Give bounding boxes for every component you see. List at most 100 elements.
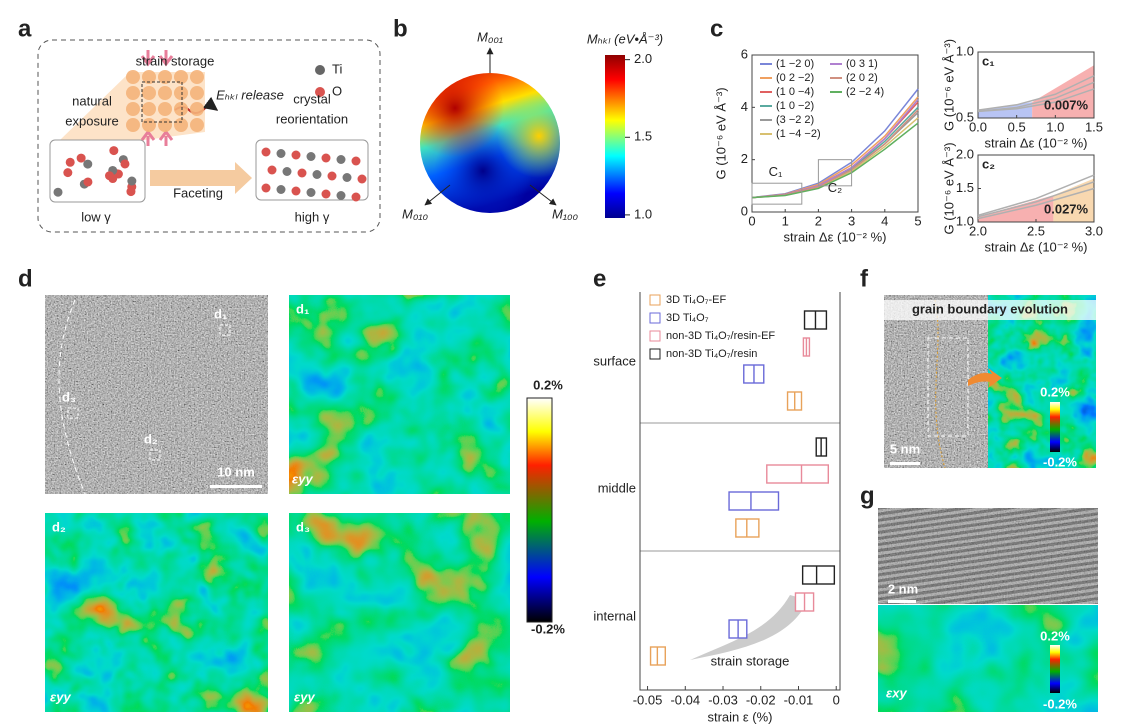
atom xyxy=(142,102,156,116)
tem-noise xyxy=(878,508,1098,604)
label: 0.2% xyxy=(533,377,563,392)
atom xyxy=(190,102,204,116)
category-label: surface xyxy=(593,353,636,368)
y-tick-label: 2 xyxy=(741,151,748,166)
box xyxy=(801,565,836,585)
marker-box xyxy=(67,407,79,419)
label: Ti xyxy=(332,61,342,76)
storage-arrow xyxy=(690,595,808,660)
label: d₃ xyxy=(62,389,76,404)
tick-label: 2.0 xyxy=(634,51,652,66)
label: O xyxy=(332,83,342,98)
series-line xyxy=(751,122,919,199)
zoom-region xyxy=(751,182,803,205)
atom xyxy=(297,168,307,178)
atom xyxy=(174,102,188,116)
series-line xyxy=(977,88,1095,113)
label: εyy xyxy=(294,689,315,704)
atom xyxy=(158,70,172,84)
x-tick-label: 0 xyxy=(748,213,755,228)
shade xyxy=(1032,65,1094,118)
y-tick-label: 2.0 xyxy=(956,146,974,161)
legend-label: (1 −2 0) xyxy=(776,58,814,70)
atom xyxy=(83,177,93,187)
atom xyxy=(120,159,130,169)
atom xyxy=(336,191,346,200)
ti-atom xyxy=(315,65,325,75)
y-tick-label: 0 xyxy=(741,203,748,218)
legend-label: (3 −2 2) xyxy=(776,114,814,126)
label: -0.2% xyxy=(531,621,565,636)
y-tick-label: 6 xyxy=(741,46,748,61)
plot-frame xyxy=(977,51,1095,119)
boundary xyxy=(58,299,86,495)
colorbar xyxy=(605,55,625,218)
atom xyxy=(83,159,93,169)
label: exposure xyxy=(65,113,118,128)
panel-label: f xyxy=(860,265,869,292)
marker-box xyxy=(149,449,161,461)
panel-label: d xyxy=(18,265,33,292)
x-tick-label: 1 xyxy=(782,213,789,228)
atom xyxy=(261,183,271,193)
legend-label: non-3D Ti₄O₇/resin xyxy=(666,348,757,360)
atom xyxy=(126,102,140,116)
atom xyxy=(190,70,204,84)
label: low γ xyxy=(81,209,111,224)
strain-map xyxy=(289,513,510,712)
annotation: 0.027% xyxy=(1044,201,1089,216)
annotation: strain storage xyxy=(711,653,790,668)
x-tick-label: -0.03 xyxy=(708,692,738,707)
atom xyxy=(142,86,156,100)
inset-title: c₂ xyxy=(982,156,995,171)
x-tick-label: -0.01 xyxy=(784,692,814,707)
atom xyxy=(174,118,188,132)
legend-label: (2 −2 4) xyxy=(846,86,884,98)
label: d₁ xyxy=(296,301,309,316)
zoom-box xyxy=(141,81,183,123)
atom xyxy=(76,153,86,163)
atom xyxy=(127,176,137,186)
category-label: internal xyxy=(593,608,636,623)
label: M₀₁₀ xyxy=(402,206,428,221)
atom xyxy=(351,156,361,166)
atom xyxy=(109,146,119,156)
y-tick-label: 0.5 xyxy=(956,109,974,124)
atom xyxy=(321,189,331,199)
scale-bar xyxy=(210,485,262,488)
panel-label: g xyxy=(860,482,875,509)
atom xyxy=(327,171,337,181)
tem-image xyxy=(45,295,268,494)
atom xyxy=(105,171,115,181)
label: 2 nm xyxy=(888,581,918,596)
plot-frame xyxy=(751,54,919,213)
x-tick-label: 1.0 xyxy=(1046,119,1064,134)
label: εyy xyxy=(292,471,313,486)
y-axis-label: G (10⁻⁶ eV Å⁻³) xyxy=(941,142,956,234)
legend-swatch xyxy=(649,312,661,324)
atom xyxy=(158,118,172,132)
atom xyxy=(126,86,140,100)
category-label: middle xyxy=(598,480,636,495)
faceting-arrow xyxy=(150,162,252,194)
x-tick-label: 5 xyxy=(914,213,921,228)
tick-label: 1.5 xyxy=(634,129,652,144)
label: Faceting xyxy=(173,185,223,200)
atom xyxy=(276,185,286,194)
atom xyxy=(65,157,75,167)
strain-map xyxy=(878,605,1098,712)
x-tick-label: 4 xyxy=(881,213,888,228)
atom xyxy=(282,167,292,176)
atom xyxy=(190,118,204,132)
label: d₂ xyxy=(144,431,158,446)
label: 5 nm xyxy=(890,441,920,456)
label: εyy xyxy=(50,689,71,704)
o-atom xyxy=(315,87,325,97)
atom xyxy=(53,187,63,197)
colorbar xyxy=(1050,645,1060,693)
x-tick-label: -0.02 xyxy=(746,692,776,707)
label: grain boundary evolution xyxy=(912,301,1068,316)
legend-label: non-3D Ti₄O₇/resin-EF xyxy=(666,330,775,342)
panel-label: e xyxy=(593,265,606,292)
